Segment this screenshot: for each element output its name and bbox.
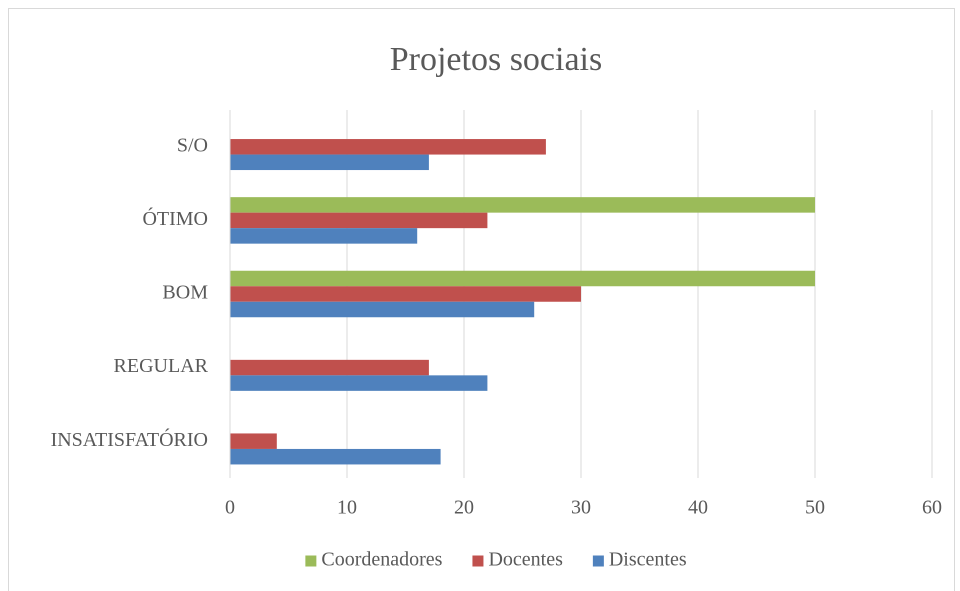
legend-swatch (592, 555, 604, 567)
bar (230, 433, 277, 449)
x-tick-label: 40 (688, 497, 708, 519)
chart-title: Projetos sociais (390, 41, 602, 78)
x-tick-label: 10 (337, 497, 357, 519)
y-tick-label: BOM (162, 282, 208, 304)
y-tick-label: INSATISFATÓRIO (51, 427, 208, 451)
bar (230, 286, 581, 302)
bar (230, 359, 429, 376)
x-tick-label: 60 (922, 497, 942, 519)
legend-label: Coordenadores (321, 549, 442, 571)
y-tick-label: REGULAR (114, 355, 209, 377)
bar (230, 448, 441, 465)
x-tick-label: 50 (805, 497, 825, 519)
bar (230, 270, 815, 287)
y-tick-label: S/O (177, 134, 208, 156)
x-tick-label: 30 (571, 497, 591, 519)
legend-swatch (305, 555, 317, 567)
x-tick-label: 0 (225, 497, 235, 519)
y-tick-label: ÓTIMO (142, 206, 208, 230)
legend-label: Docentes (488, 549, 563, 571)
bar (230, 139, 546, 155)
legend-swatch (472, 555, 484, 567)
bar (230, 212, 488, 229)
bar (230, 197, 815, 213)
bar (230, 301, 535, 318)
bar (230, 375, 488, 391)
x-tick-label: 20 (454, 497, 474, 519)
bar (230, 154, 429, 171)
legend-label: Discentes (609, 549, 687, 571)
bar (230, 228, 418, 244)
